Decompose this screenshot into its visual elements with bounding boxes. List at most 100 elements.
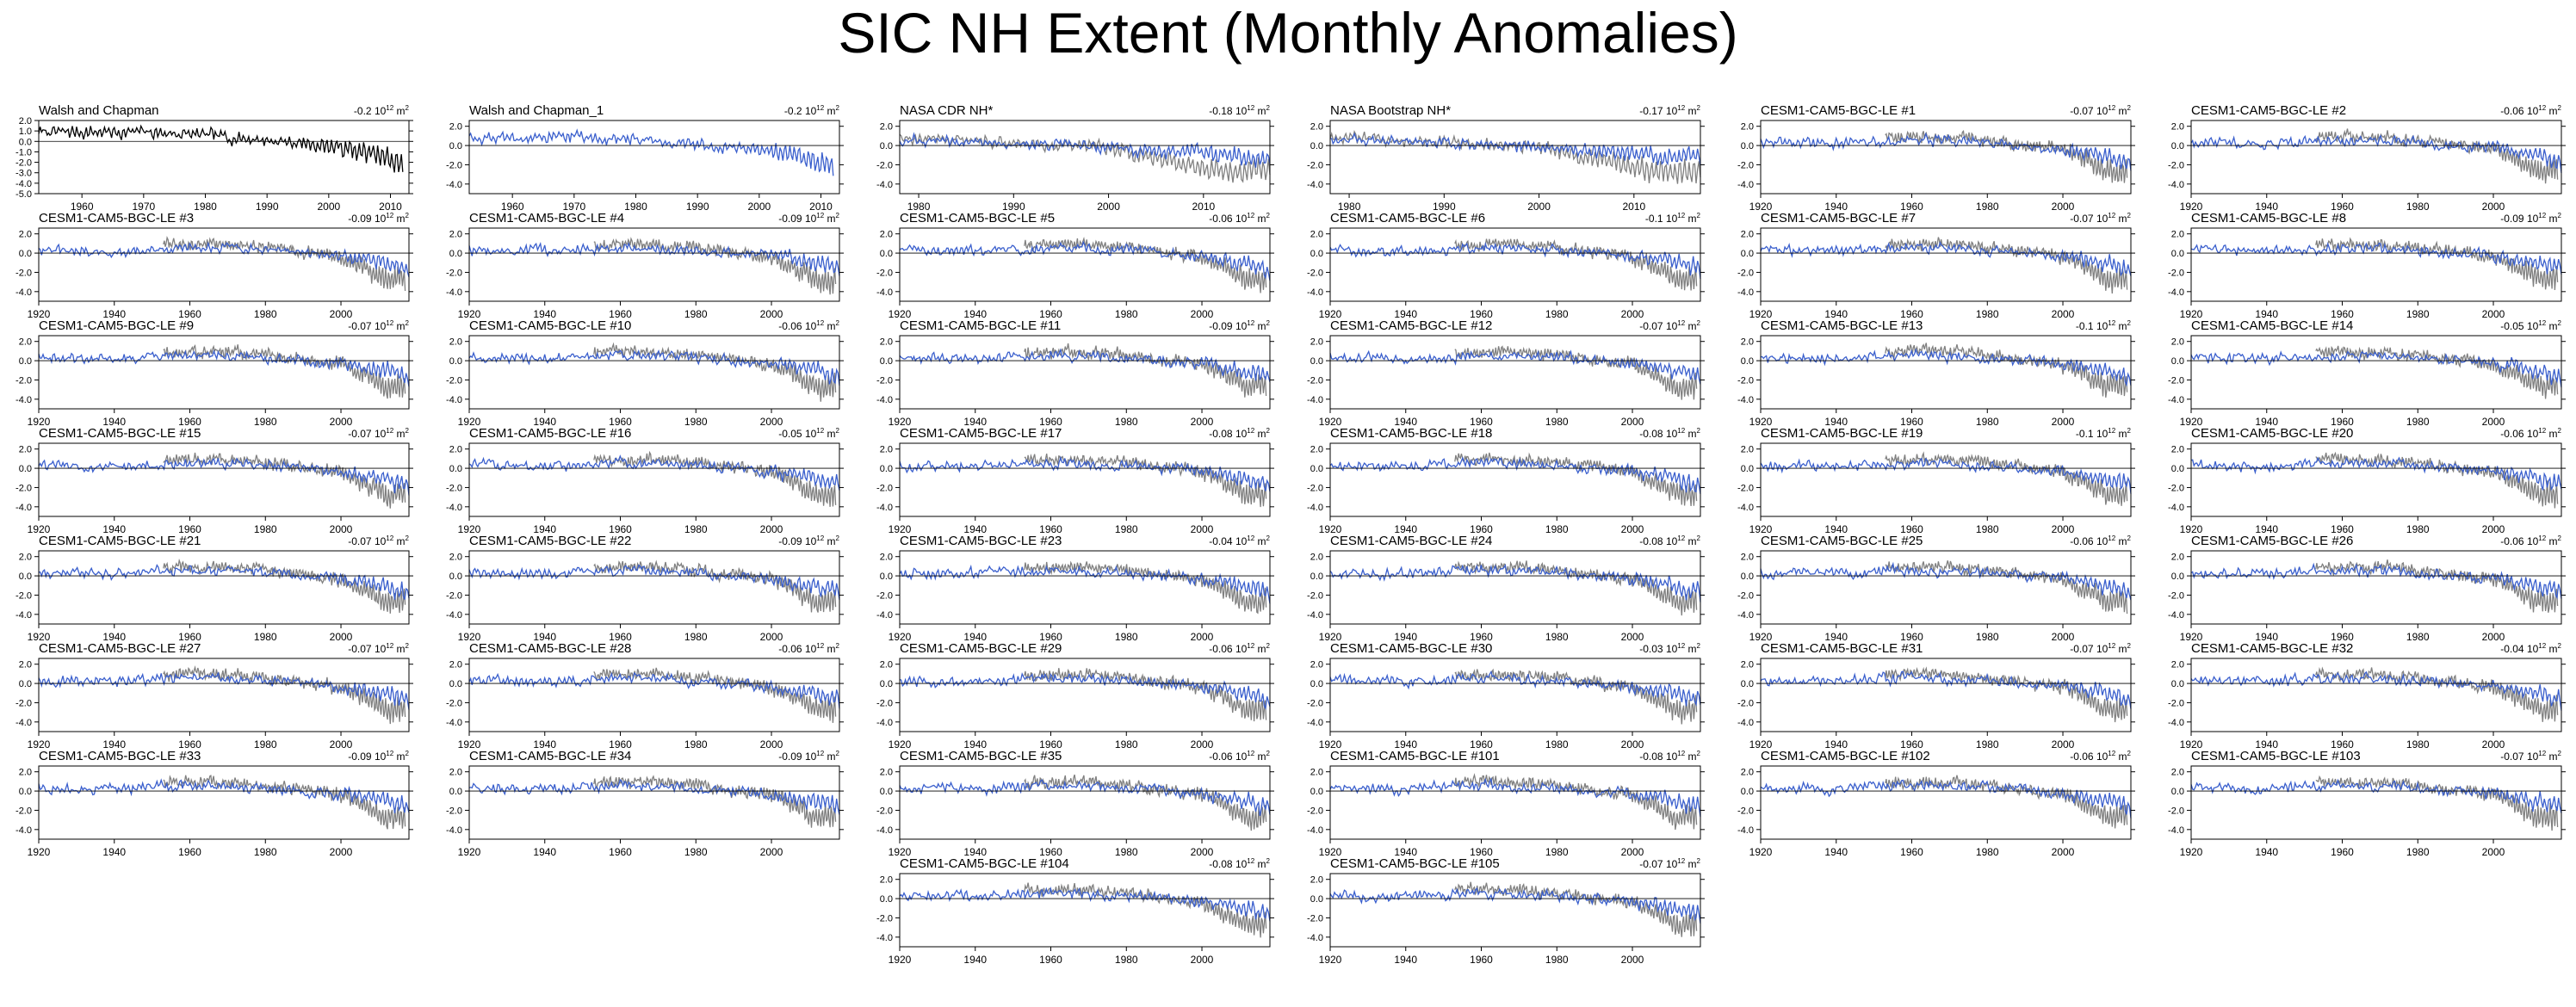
panel-32: CESM1-CAM5-BGC-LE #28 -0.06 1012 m2 2.0 0.0… [446,641,844,751]
y-tick-label: 2.0 [1310,553,1323,563]
y-tick-label: -4.0 [15,503,32,513]
x-tick-label: 1980 [2406,846,2430,858]
x-tick-label: 1960 [1039,738,1062,751]
x-tick-label: 1980 [684,631,708,643]
plot-frame [899,873,1271,948]
y-tick-label: -4.0 [876,503,893,513]
panel-trend: -0.09 1012 m2 [348,212,409,225]
y-tick-label: -2.0 [1307,913,1323,924]
panel-21: CESM1-CAM5-BGC-LE #17 -0.08 1012 m2 2.0 0.0… [876,426,1274,535]
x-tick-label: 1920 [889,846,912,858]
y-tick-label: 0.0 [880,787,893,797]
panel-title: Walsh and Chapman [39,103,159,118]
x-tick-label: 1960 [2331,416,2354,428]
y-tick-label: -2.0 [2168,590,2184,601]
series-line [1454,345,1698,400]
series-line [593,450,837,507]
y-tick-label: 0.0 [19,356,32,367]
y-tick-label: 0.0 [880,571,893,582]
y-tick-label: -2.0 [876,698,893,708]
panel-6: CESM1-CAM5-BGC-LE #2 -0.06 1012 m2 2.0 0.0 -… [2168,103,2566,213]
panel-3: NASA CDR NH* -0.18 1012 m2 2.0 0.0 -2.0 -4.0 1… [876,103,1274,213]
y-tick-label: 0.0 [1310,141,1323,151]
y-tick-label: -2.0 [876,913,893,924]
x-tick-label: 2010 [1192,201,1215,213]
x-tick-label: 1920 [2180,308,2203,320]
x-tick-label: 1980 [1976,201,1999,213]
x-tick-label: 1940 [1394,523,1417,535]
y-tick-label: -2.0 [1737,483,1754,493]
x-tick-label: 1920 [28,308,51,320]
plot-frame [899,227,1271,302]
x-tick-label: 1960 [1900,846,1923,858]
x-tick-label: 1980 [1115,738,1138,751]
panel-trend: -0.1 1012 m2 [2076,319,2132,332]
series-line [2315,128,2559,184]
x-tick-label: 2000 [1621,416,1644,428]
series-line [1885,666,2128,723]
panel-27: CESM1-CAM5-BGC-LE #23 -0.04 1012 m2 2.0 0.0… [876,534,1274,643]
panel-title: CESM1-CAM5-BGC-LE #1 [1761,103,1916,118]
x-tick-label: 1980 [2406,308,2430,320]
plot-frame [38,227,410,302]
y-tick-label: -2.0 [1307,698,1323,708]
x-tick-label: 1980 [624,201,647,213]
series-line [2315,345,2559,399]
plot-frame [1329,550,1701,625]
panel-trend: -0.07 1012 m2 [1639,857,1700,870]
series-line [38,778,410,813]
x-tick-label: 1980 [684,523,708,535]
panel-trend: -0.1 1012 m2 [1645,212,1701,225]
y-tick-label: 2.0 [449,337,462,348]
y-tick-label: -2.0 [446,375,462,386]
y-tick-label: -2.0 [15,375,32,386]
x-tick-label: 1980 [194,201,217,213]
series-line [1024,560,1267,615]
x-tick-label: 1920 [458,523,481,535]
x-tick-label: 2000 [1191,738,1214,751]
x-tick-label: 2000 [2052,523,2075,535]
y-tick-label: 0.0 [1310,356,1323,367]
y-tick-label: -4.0 [446,395,462,405]
x-tick-label: 1920 [889,631,912,643]
y-tick-label: 2.0 [449,230,462,240]
plot-frame [899,442,1271,517]
series-line [163,344,406,399]
panel-26: CESM1-CAM5-BGC-LE #22 -0.09 1012 m2 2.0 0.0… [446,534,844,643]
x-tick-label: 1920 [1749,631,1773,643]
series-line [1024,236,1267,293]
panel-title: CESM1-CAM5-BGC-LE #27 [39,641,201,656]
y-tick-label: -4.0 [15,395,32,405]
x-tick-label: 1980 [254,416,277,428]
panel-title: CESM1-CAM5-BGC-LE #33 [39,749,201,763]
x-tick-label: 1920 [2180,523,2203,535]
panel-title: CESM1-CAM5-BGC-LE #22 [469,534,631,548]
x-tick-label: 2000 [1621,523,1644,535]
y-tick-label: -2.0 [446,698,462,708]
panel-trend: -0.07 1012 m2 [348,642,409,655]
panel-43: CESM1-CAM5-BGC-LE #104 -0.08 1012 m2 2.0 0.… [876,856,1274,966]
series-line [1024,882,1267,938]
y-tick-label: 0.0 [2171,679,2184,689]
x-tick-label: 1960 [2331,523,2354,535]
panel-title: CESM1-CAM5-BGC-LE #25 [1761,534,1923,548]
panel-trend: -0.06 1012 m2 [1209,750,1270,763]
y-tick-label: 0.0 [1741,571,1754,582]
series-line [1760,670,2132,709]
series-line [1760,132,2132,171]
y-tick-label: 2.0 [19,116,32,127]
panel-trend: -0.09 1012 m2 [2500,212,2561,225]
y-tick-label: -2.0 [876,590,893,601]
plot-frame [2190,442,2562,517]
x-tick-label: 2000 [1191,954,1214,966]
x-tick-label: 1940 [1394,631,1417,643]
x-tick-label: 1960 [178,738,201,751]
x-tick-label: 1920 [1319,416,1342,428]
x-tick-label: 1960 [1039,308,1062,320]
x-tick-label: 2000 [330,631,353,643]
panel-title: CESM1-CAM5-BGC-LE #8 [2191,211,2346,225]
x-tick-label: 1940 [963,954,987,966]
panel-15: CESM1-CAM5-BGC-LE #11 -0.09 1012 m2 2.0 0.0… [876,318,1274,428]
y-tick-label: 0.0 [19,679,32,689]
x-tick-label: 1920 [458,846,481,858]
